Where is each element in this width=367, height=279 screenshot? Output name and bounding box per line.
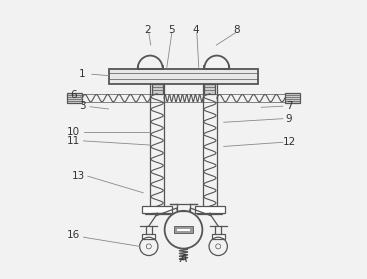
Text: 12: 12 (282, 137, 295, 147)
Text: A: A (180, 254, 187, 264)
Bar (152, 84, 163, 94)
Bar (142, 206, 172, 213)
Bar (109, 69, 258, 84)
Text: 3: 3 (79, 101, 86, 111)
Text: 13: 13 (72, 170, 85, 181)
Text: 1: 1 (79, 69, 86, 79)
Text: 7: 7 (286, 101, 292, 111)
Text: 10: 10 (67, 127, 80, 137)
Text: 5: 5 (168, 25, 174, 35)
Bar (195, 206, 225, 213)
Bar (174, 226, 193, 233)
Bar (145, 209, 170, 214)
Text: 6: 6 (70, 90, 77, 100)
Bar (285, 93, 300, 103)
Text: 4: 4 (193, 25, 199, 35)
Bar (142, 234, 156, 239)
Bar (67, 93, 82, 103)
Bar (211, 234, 225, 239)
Text: 2: 2 (144, 25, 151, 35)
Bar (197, 209, 222, 214)
Text: 16: 16 (67, 230, 80, 240)
Bar (204, 84, 215, 94)
Text: 11: 11 (67, 136, 80, 146)
Text: 8: 8 (233, 25, 240, 35)
Text: 9: 9 (286, 114, 292, 124)
